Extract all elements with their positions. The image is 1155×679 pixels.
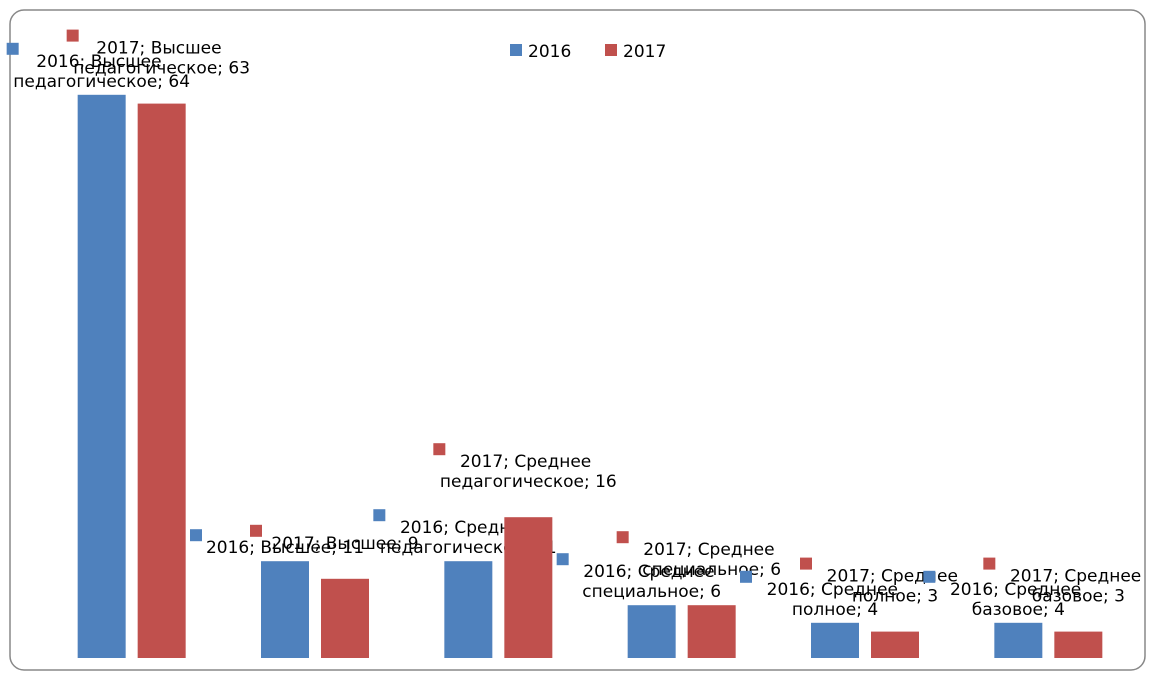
legend-swatch: [605, 44, 617, 56]
data-label: 2016; Высшее; 11: [206, 538, 364, 558]
label-key: [250, 524, 262, 537]
label-line: полное; 3: [852, 587, 938, 607]
label-key: [66, 29, 79, 42]
bar: Высшее: [321, 578, 369, 658]
label-key: [800, 557, 812, 570]
label-line: 2017; Среднее: [643, 540, 780, 560]
label-key: [190, 529, 202, 542]
bar: Среднее педагогическое: [504, 517, 553, 658]
label-key: [556, 553, 569, 566]
chart-border: [9, 9, 1146, 671]
label-line: 2017; Высшее; 9: [271, 534, 418, 554]
label-line: 2017; Среднее: [460, 452, 597, 472]
label-line: специальное; 6: [582, 582, 721, 602]
bar: Высшее педагогическое: [137, 103, 186, 659]
label-key: [433, 443, 446, 456]
label-key: [373, 509, 386, 522]
label-line: 2017; Среднее: [827, 567, 964, 587]
label-line: полное; 4: [792, 600, 878, 620]
label-line: 2016; Среднее: [583, 562, 720, 582]
legend-label: 2016: [528, 42, 571, 62]
label-key: [616, 531, 629, 544]
bar: Среднее базовое: [994, 622, 1043, 658]
bar: Среднее полное: [811, 622, 859, 658]
data-label: 2016; Среднее базовое; 4: [950, 580, 1087, 620]
data-label: 2016; Высшее педагогическое; 64: [13, 52, 190, 92]
label-key: [740, 570, 752, 583]
label-line: 2016; Высшее: [36, 52, 167, 72]
label-key: [923, 570, 936, 583]
label-line: 2017; Высшее: [96, 39, 227, 59]
bar: Среднее педагогическое: [444, 561, 493, 658]
bar: Высшее педагогическое: [77, 94, 126, 659]
label-line: педагогическое; 63: [73, 59, 250, 79]
label-line: 2017; Среднее: [1010, 567, 1147, 587]
label-line: базовое; 3: [1032, 587, 1125, 607]
label-key: [6, 42, 19, 55]
bar: Среднее специальное: [687, 605, 736, 658]
legend-swatch: [510, 44, 522, 56]
bar: Среднее полное: [871, 631, 919, 658]
label-line: базовое; 4: [972, 600, 1065, 620]
bar: Среднее специальное: [627, 605, 676, 658]
label-line: педагогическое; 64: [13, 72, 190, 92]
label-line: 2016; Высшее; 11: [206, 538, 364, 558]
data-label: 2016; Среднее полное; 4: [767, 580, 904, 620]
label-line: 2016; Среднее: [950, 580, 1087, 600]
label-line: 2016; Среднее: [767, 580, 904, 600]
legend-label: 2017: [623, 42, 666, 62]
label-line: 2016; Среднее: [400, 518, 537, 538]
data-label: 2017; Высшее педагогическое; 63: [73, 39, 250, 79]
label-key: [983, 557, 996, 570]
bar: Среднее базовое: [1054, 631, 1103, 658]
label-line: специальное; 6: [642, 560, 781, 580]
data-label: 2017; Высшее; 9: [271, 534, 418, 554]
data-label: 2017; Среднее базовое; 3: [1010, 567, 1147, 607]
bar: Высшее: [261, 561, 309, 658]
label-line: педагогическое; 16: [440, 472, 617, 492]
data-label: 2016; Среднее специальное; 6: [582, 562, 721, 602]
data-label: 2017; Среднее педагогическое; 16: [440, 452, 617, 492]
data-label: 2017; Среднее специальное; 6: [642, 540, 781, 580]
